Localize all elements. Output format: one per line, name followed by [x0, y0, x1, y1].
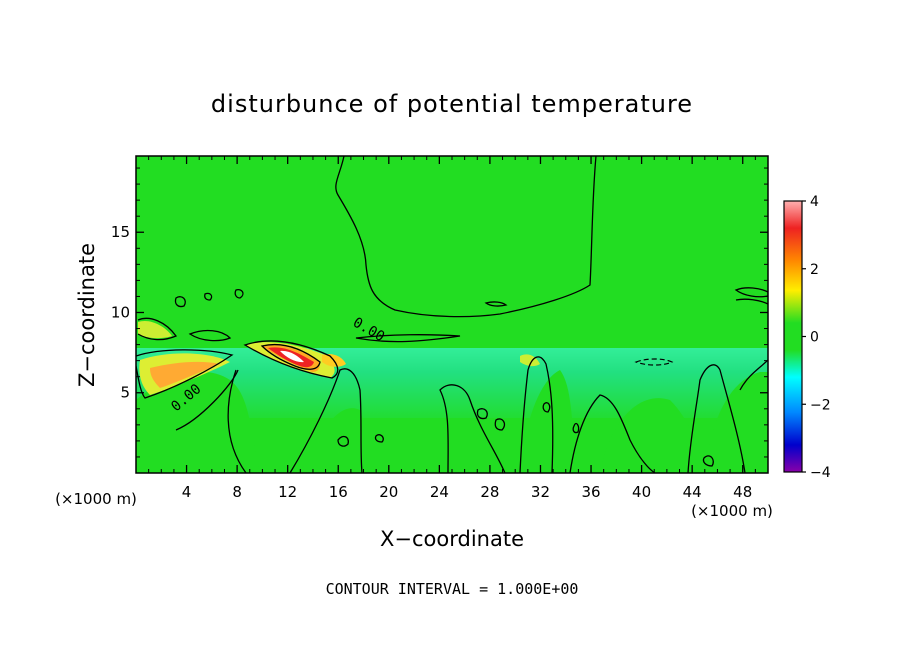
warm-peak: [280, 350, 304, 363]
colorbar-tick-label: 4: [810, 194, 819, 210]
contour-lines: [136, 156, 768, 473]
plume-region: [520, 370, 580, 473]
x-tick-label: 12: [278, 483, 297, 501]
chart-title: disturbunce of potential temperature: [211, 90, 693, 118]
x-tick-label: 8: [232, 483, 242, 501]
y-tick-label: 5: [120, 384, 130, 402]
y-unit-label: (×1000 m): [55, 490, 137, 508]
colorbar-tick-label: −4: [810, 465, 831, 481]
plume-region: [600, 398, 705, 473]
x-tick-label: 40: [632, 483, 651, 501]
colorbar: 4 2 0 −2 −4: [783, 194, 831, 481]
plume-region: [705, 372, 768, 473]
x-unit-label: (×1000 m): [691, 502, 773, 520]
plume-region: [300, 408, 370, 473]
heatmap-field: 0.00 0.00: [136, 156, 768, 473]
colorbar-gradient: [783, 200, 803, 473]
x-axis-label: X−coordinate: [380, 527, 524, 551]
x-tick-label: 48: [733, 483, 752, 501]
warm-anomaly: [150, 361, 220, 388]
x-axis: 4 8 12 16 20 24 28 32 36 40 44 48: [148, 156, 769, 501]
y-tick-label: 10: [111, 303, 130, 321]
x-tick-label: 20: [379, 483, 398, 501]
y-axis-label: Z−coordinate: [75, 243, 99, 387]
x-tick-label: 32: [531, 483, 550, 501]
negative-contour: [634, 358, 674, 366]
x-tick-label: 28: [480, 483, 499, 501]
x-tick-label: 4: [182, 483, 192, 501]
colorbar-ticks: 4 2 0 −2 −4: [802, 194, 831, 481]
colorbar-tick-label: −2: [810, 397, 831, 413]
y-axis: 5 10 15: [111, 167, 768, 458]
x-tick-label: 36: [581, 483, 600, 501]
warm-anomaly: [520, 354, 540, 367]
y-tick-label: 15: [111, 223, 130, 241]
warm-anomaly: [138, 320, 172, 339]
colorbar-tick-label: 2: [810, 262, 819, 278]
colorbar-tick-label: 0: [810, 330, 819, 346]
x-tick-label: 16: [329, 483, 348, 501]
contour-interval: CONTOUR INTERVAL = 1.000E+00: [326, 580, 579, 598]
x-tick-label: 44: [683, 483, 702, 501]
x-tick-label: 24: [430, 483, 449, 501]
